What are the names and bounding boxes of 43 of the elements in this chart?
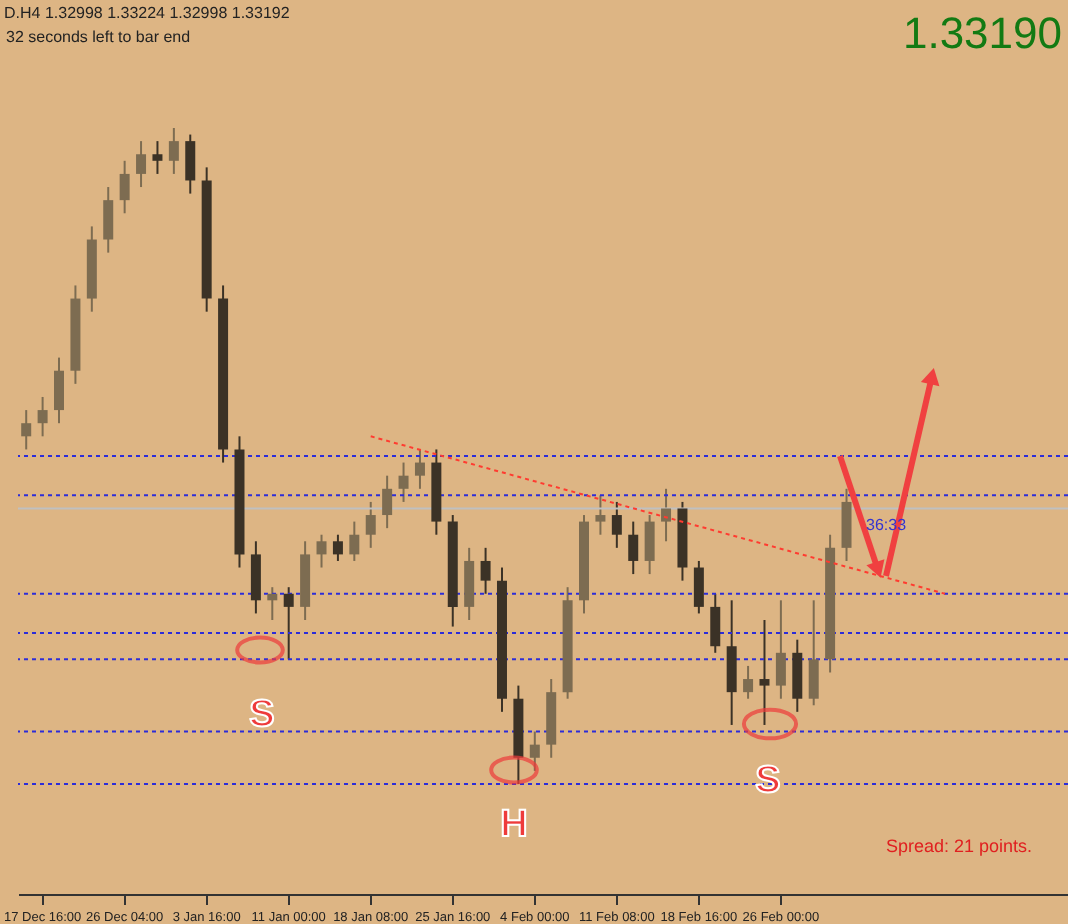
annotation: S [755, 760, 781, 802]
text: H [500, 804, 528, 846]
candlestick [136, 140, 147, 189]
candlestick [168, 127, 179, 175]
candlestick [759, 619, 770, 726]
chart-subtitle: 32 seconds left to bar end [6, 28, 191, 46]
candlestick [316, 533, 327, 569]
candlestick [365, 500, 376, 549]
text: Spread: 21 points. [885, 836, 1032, 856]
candlestick [595, 494, 606, 536]
candlestick [529, 730, 540, 772]
candlestick [644, 514, 655, 576]
candlestick [611, 500, 622, 549]
candlestick [628, 520, 639, 576]
candlestick [464, 546, 475, 621]
candlestick [743, 664, 754, 700]
candlestick [250, 540, 261, 615]
candlestick [775, 599, 786, 700]
candlestick [398, 461, 409, 503]
candlestick [119, 159, 130, 215]
candlestick [414, 448, 425, 490]
candlestick [726, 599, 737, 726]
chart-title: D.H4 1.32998 1.33224 1.32998 1.33192 [4, 4, 291, 22]
candlestick [808, 599, 819, 707]
annotation: S [249, 694, 275, 736]
candlestick [792, 638, 803, 713]
candlestick [21, 409, 32, 451]
candlestick [37, 395, 48, 438]
candlestick [841, 487, 852, 562]
candlestick [480, 546, 491, 595]
candlestick [54, 356, 65, 425]
candlestick [349, 520, 360, 562]
candlestick [185, 133, 196, 195]
text: 1.33190 [902, 8, 1062, 58]
candlestick [661, 487, 672, 543]
candlestick [267, 586, 278, 621]
candlestick [382, 474, 393, 530]
candlestick [283, 586, 294, 661]
candlestick [152, 140, 163, 175]
candlestick [693, 559, 704, 615]
candlestick [332, 533, 343, 562]
candlestick [710, 592, 721, 654]
candlestick [103, 186, 114, 254]
